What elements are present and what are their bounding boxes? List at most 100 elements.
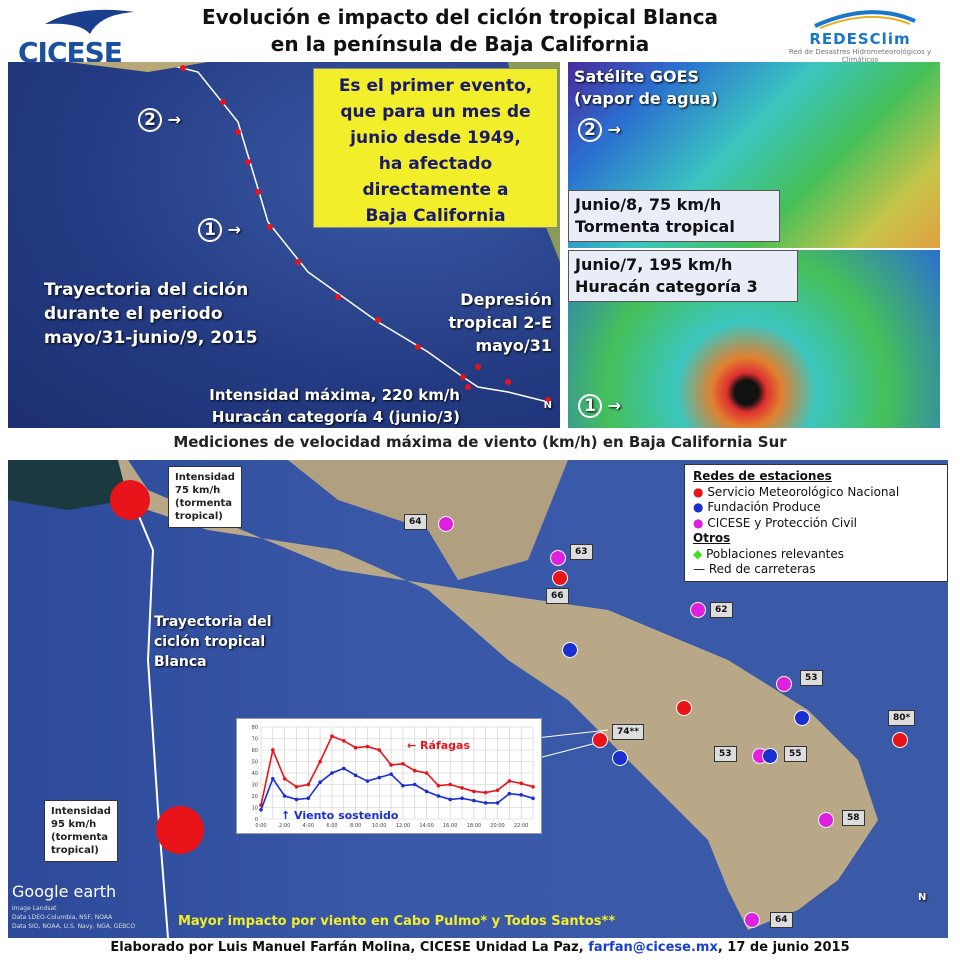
footer: Elaborado por Luis Manuel Farfán Molina,… (0, 940, 960, 955)
red-dot-icon: ● (693, 484, 704, 499)
intensity-box-bottom: Intensidad 95 km/h (tormenta tropical) (44, 800, 118, 862)
data-point (365, 779, 370, 783)
intensity-box-top: Intensidad 75 km/h (tormenta tropical) (168, 466, 242, 528)
sustained-series-name: Viento sostenido (294, 809, 399, 822)
marker-1-label: 1 (198, 218, 222, 242)
panel-2-line: Junio/8, 75 km/h (575, 195, 722, 214)
station-label: 64 (770, 912, 793, 928)
y-tick-label: 0 (255, 817, 258, 823)
satellite-label: Satélite GOES (vapor de agua) (574, 66, 718, 110)
data-point (460, 786, 464, 790)
attribution: Image Landsat Data LDEO-Columbia, NSF, N… (12, 904, 135, 931)
email-link[interactable]: farfan@cicese.mx (588, 940, 718, 955)
data-point (436, 794, 441, 798)
station-label: 66 (546, 588, 569, 604)
station-label: 63 (570, 544, 593, 560)
google-earth-logo: Google earth (12, 882, 117, 901)
data-point (448, 797, 453, 802)
marker-2: 2 → (138, 108, 181, 132)
data-point (460, 796, 464, 801)
trajectory-label: Trayectoria del ciclón tropical Blanca (154, 612, 272, 672)
data-point (436, 783, 441, 788)
intensity-line: tropical) (51, 845, 99, 856)
trajectory-label-line: Blanca (154, 654, 207, 670)
y-tick-label: 60 (252, 748, 258, 754)
station-dot (676, 700, 692, 716)
legend-label: Servicio Meteorológico Nacional (707, 484, 900, 499)
x-tick-label: 2:00 (279, 823, 290, 829)
sat-marker-1: 1 → (578, 394, 621, 418)
data-point (495, 788, 500, 793)
legend-label: Red de carreteras (708, 562, 816, 576)
intensity-line: Intensidad (51, 806, 111, 817)
data-point (519, 793, 523, 797)
trajectory-line: Trayectoria del ciclón (44, 280, 249, 300)
trajectory-label-line: ciclón tropical (154, 634, 266, 650)
y-tick-label: 30 (252, 783, 258, 789)
station-dot (552, 570, 568, 586)
data-point (271, 776, 275, 781)
legend-label: CICESE y Protección Civil (707, 515, 858, 530)
x-tick-label: 14:00 (419, 823, 433, 829)
x-tick-label: 4:00 (303, 823, 314, 829)
data-point (365, 744, 370, 749)
title-line-1: Evolución e impacto del ciclón tropical … (201, 5, 719, 29)
data-point (306, 782, 311, 787)
legend-heading-others: Otros (693, 531, 731, 545)
sat-marker-2-label: 2 (578, 118, 602, 142)
station-dot (762, 748, 778, 764)
depression-line: mayo/31 (475, 336, 552, 355)
trajectory-map: Es el primer evento, que para un mes de … (8, 62, 560, 428)
line-icon: — (693, 562, 705, 576)
data-point (519, 781, 523, 786)
data-point (531, 785, 535, 789)
station-dot (562, 642, 578, 658)
notice-line: directamente a (362, 180, 509, 200)
data-point (318, 759, 322, 764)
legend-label: Fundación Produce (707, 500, 821, 514)
y-tick-label: 80 (252, 725, 258, 731)
intensity-line: (tormenta (51, 832, 109, 843)
data-point (424, 789, 429, 794)
legend-label: Poblaciones relevantes (706, 546, 845, 561)
data-point (341, 766, 346, 771)
legend-item-cicese: ● CICESE y Protección Civil (693, 516, 939, 532)
station-label: 53 (800, 670, 823, 686)
trajectory-line: durante el periodo (44, 304, 223, 324)
footer-date: , 17 de junio 2015 (717, 940, 850, 955)
wind-chart: 0 10 20 30 40 50 60 70 80 0:00 2:00 4:00 6:00 8:00 10:… (236, 718, 542, 834)
station-dot (744, 912, 760, 928)
data-point (330, 734, 334, 738)
marker-2-label: 2 (138, 108, 162, 132)
data-point (389, 772, 393, 776)
satellite-label-line: Satélite GOES (574, 67, 700, 86)
data-point (282, 794, 287, 798)
section-caption: Mediciones de velocidad máxima de viento… (173, 433, 787, 451)
max-intensity: Intensidad máxima, 220 km/h (209, 386, 460, 404)
station-label: 58 (842, 810, 865, 826)
arrow-right-icon: → (227, 220, 241, 239)
legend-heading-stations: Redes de estaciones (693, 469, 832, 483)
title-line-2: en la península de Baja California (270, 32, 650, 56)
sat-marker-1-label: 1 (578, 394, 602, 418)
y-tick-label: 10 (252, 806, 258, 812)
page-title: Evolución e impacto del ciclón tropical … (160, 4, 760, 58)
station-dot (794, 710, 810, 726)
bird-icon (45, 9, 135, 34)
trajectory-text: Trayectoria del ciclón durante el period… (44, 278, 258, 350)
trajectory-line: mayo/31-junio/9, 2015 (44, 328, 258, 348)
x-tick-label: 6:00 (326, 823, 337, 829)
notice-line: ha afectado (378, 154, 493, 174)
data-point (282, 776, 287, 781)
x-tick-label: 0:00 (255, 823, 266, 829)
depression-line: tropical 2-E (448, 313, 552, 332)
station-dot (776, 676, 792, 692)
panel-1-line: Junio/7, 195 km/h (575, 255, 733, 274)
attribution-line: Image Landsat (12, 905, 57, 912)
panel-2-line: Tormenta tropical (575, 217, 735, 236)
impact-note: Mayor impacto por viento en Cabo Pulmo* … (178, 914, 616, 929)
legend-item-populations: ◆ Poblaciones relevantes (693, 547, 939, 563)
series-line (260, 735, 534, 806)
station-label: 53 (714, 746, 737, 762)
y-tick-label: 50 (252, 760, 258, 766)
